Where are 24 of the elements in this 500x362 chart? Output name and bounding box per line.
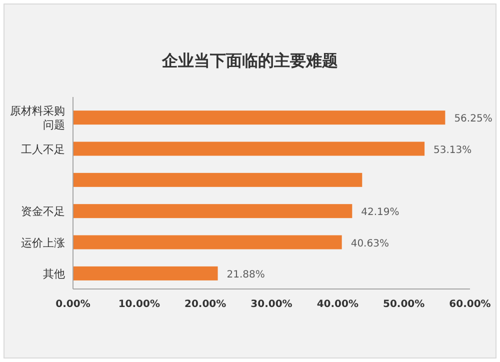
bar: [73, 110, 446, 125]
data-label: 53.13%: [434, 144, 472, 156]
x-tick-label: 40.00%: [316, 299, 358, 310]
bar: [73, 204, 352, 218]
x-tick-label: 20.00%: [184, 299, 226, 310]
y-tick-label: 其他: [43, 267, 65, 280]
chart-title: 企业当下面临的主要难题: [161, 51, 338, 70]
data-label: 42.19%: [361, 207, 400, 218]
x-tick-label: 10.00%: [118, 299, 160, 310]
y-tick-label: 运价上涨: [21, 236, 65, 250]
bar: [73, 172, 362, 187]
x-tick-label: 0.00%: [56, 299, 90, 310]
y-tick-label: 资金不足: [21, 205, 65, 218]
bar: [73, 142, 425, 156]
y-tick-label: 工人不足: [21, 142, 65, 156]
data-label: 56.25%: [454, 114, 492, 125]
x-tick-label: 60.00%: [449, 299, 491, 310]
y-tick-label: 原材料采购问题: [10, 104, 65, 132]
x-tick-label: 30.00%: [250, 299, 292, 310]
bar: [73, 235, 342, 250]
bar: [73, 266, 218, 280]
data-label: 40.63%: [350, 238, 389, 250]
data-label: 21.88%: [226, 269, 265, 280]
x-tick-label: 50.00%: [383, 299, 425, 310]
